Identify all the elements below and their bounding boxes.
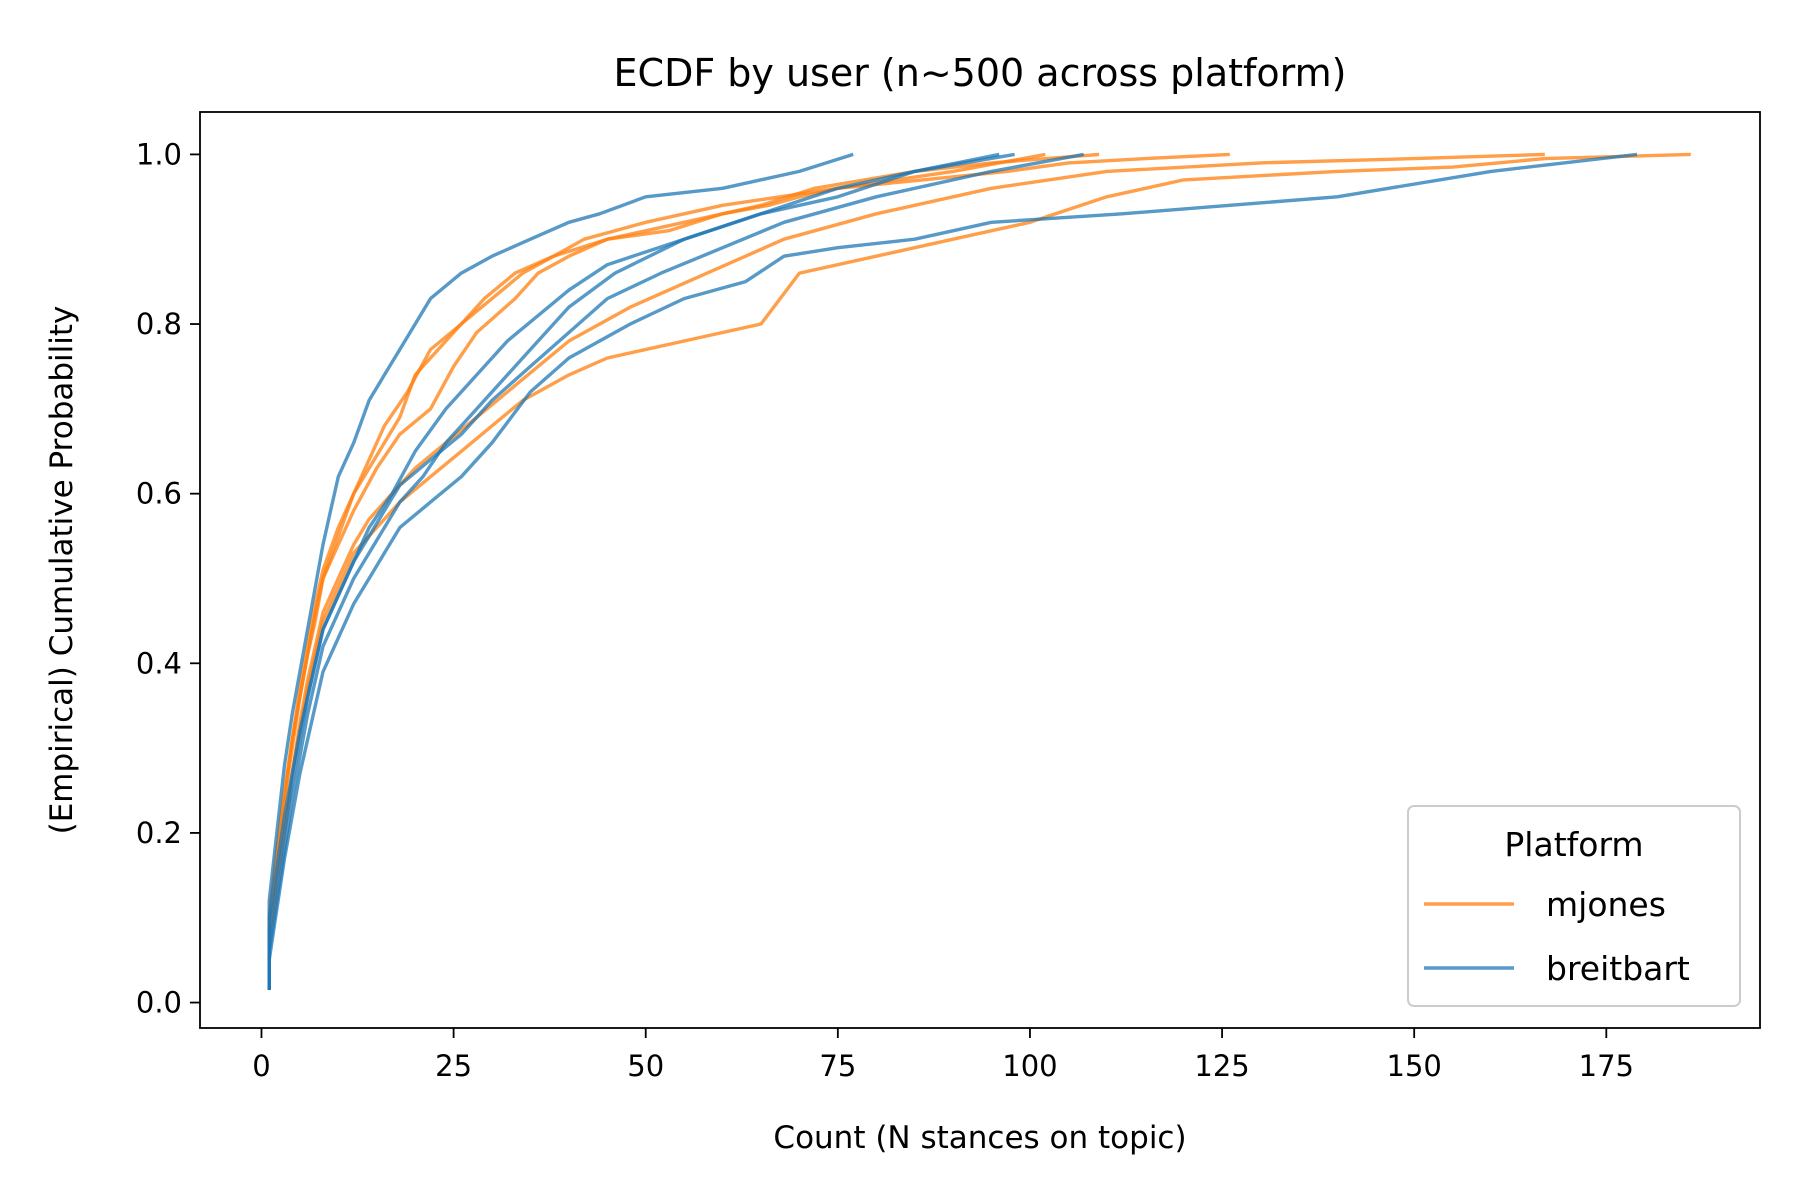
y-axis: 0.0 0.2 0.4 0.6 0.8 1.0 bbox=[136, 137, 200, 1020]
x-tick-label: 75 bbox=[819, 1049, 856, 1083]
legend-label-breitbart: breitbart bbox=[1546, 949, 1690, 988]
legend: Platform mjones breitbart bbox=[1407, 805, 1741, 1007]
ecdf-line-breitbart-10 bbox=[267, 152, 1638, 990]
y-tick-label: 0.0 bbox=[136, 986, 182, 1020]
legend-box bbox=[1407, 805, 1741, 1007]
ecdf-line-breitbart-8 bbox=[267, 152, 1015, 990]
legend-label-mjones: mjones bbox=[1546, 885, 1666, 924]
y-tick-label: 0.6 bbox=[136, 477, 182, 511]
ecdf-line-mjones-2 bbox=[267, 152, 1100, 990]
x-tick-label: 150 bbox=[1387, 1049, 1442, 1083]
legend-title: Platform bbox=[1504, 825, 1643, 864]
y-tick-label: 0.2 bbox=[136, 816, 182, 850]
x-axis-label: Count (N stances on topic) bbox=[773, 1120, 1186, 1156]
x-axis: 0 25 50 75 100 125 150 175 bbox=[252, 1028, 1634, 1083]
ecdf-line-breitbart-9 bbox=[267, 152, 1085, 990]
x-tick-label: 0 bbox=[252, 1049, 270, 1083]
y-tick-label: 0.8 bbox=[136, 307, 182, 341]
chart-title: ECDF by user (n~500 across platform) bbox=[614, 51, 1347, 95]
ecdf-line-mjones-3 bbox=[267, 152, 1545, 990]
plot-frame bbox=[199, 111, 1761, 1029]
x-tick-label: 175 bbox=[1579, 1049, 1634, 1083]
x-tick-label: 125 bbox=[1194, 1049, 1249, 1083]
ecdf-line-breitbart-7 bbox=[267, 152, 1000, 990]
y-axis-label: (Empirical) Cumulative Probability bbox=[44, 306, 80, 835]
x-tick-label: 100 bbox=[1002, 1049, 1057, 1083]
ecdf-line-breitbart-6 bbox=[267, 152, 854, 990]
ecdf-line-mjones-4 bbox=[267, 152, 1046, 990]
x-tick-label: 25 bbox=[435, 1049, 472, 1083]
x-tick-label: 50 bbox=[627, 1049, 664, 1083]
y-tick-label: 1.0 bbox=[136, 137, 182, 171]
y-tick-label: 0.4 bbox=[136, 646, 182, 680]
plot-lines bbox=[267, 152, 1691, 990]
